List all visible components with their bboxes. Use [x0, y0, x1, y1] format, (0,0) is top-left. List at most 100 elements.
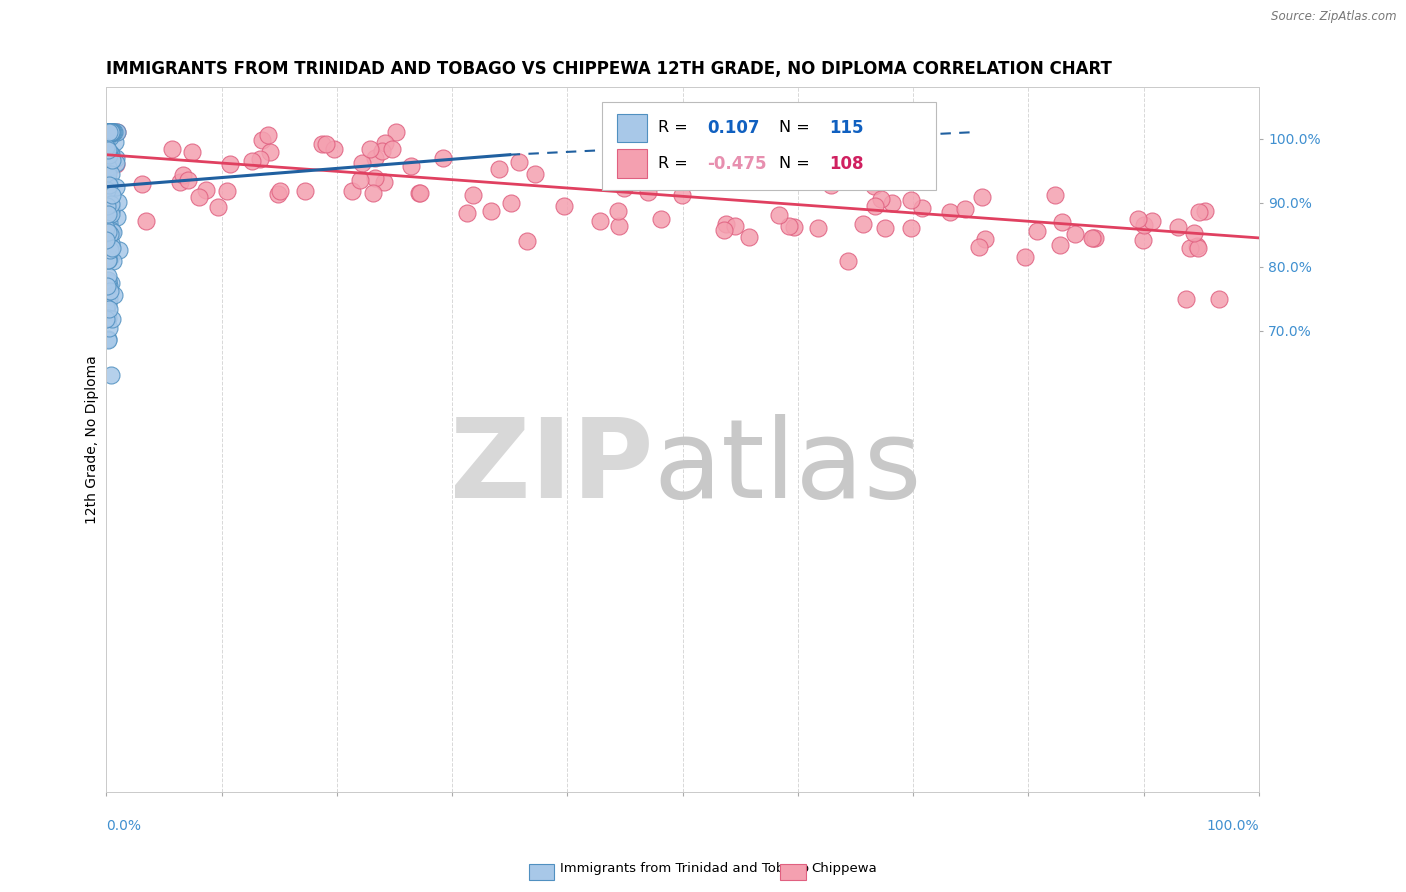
Point [778, 219, 800, 233]
Point [553, 199, 575, 213]
Point [96, 145, 118, 160]
Point [1208, 292, 1230, 306]
Point [1049, 238, 1071, 252]
Point [1167, 219, 1189, 234]
Point [1182, 226, 1205, 240]
Point [589, 213, 612, 227]
Point [96, 233, 118, 247]
Point [900, 220, 922, 235]
Point [97, 125, 120, 139]
Point [101, 153, 124, 168]
Point [105, 156, 128, 170]
Point [1043, 187, 1066, 202]
Point [863, 179, 886, 194]
Point [96, 228, 118, 243]
Point [714, 218, 737, 232]
Point [96, 157, 118, 171]
Point [97, 179, 120, 194]
Point [98, 130, 121, 145]
Point [101, 224, 124, 238]
Point [1187, 241, 1209, 255]
Point [873, 220, 896, 235]
Point [523, 167, 546, 181]
Point [97, 147, 120, 161]
Point [103, 125, 125, 139]
Text: Chippewa: Chippewa [811, 863, 877, 875]
Point [807, 221, 830, 235]
Text: 108: 108 [830, 154, 863, 172]
Point [768, 208, 790, 222]
Point [851, 217, 873, 231]
Point [104, 151, 127, 165]
Point [837, 253, 859, 268]
Point [207, 200, 229, 214]
Point [103, 288, 125, 302]
Point [607, 219, 630, 233]
Point [97, 221, 120, 235]
Point [637, 185, 659, 199]
Text: Immigrants from Trinidad and Tobago: Immigrants from Trinidad and Tobago [560, 863, 808, 875]
Point [269, 185, 291, 199]
Point [323, 142, 346, 156]
Point [870, 192, 893, 206]
Point [311, 136, 333, 151]
Point [100, 125, 122, 139]
Point [96, 311, 118, 326]
Text: Source: ZipAtlas.com: Source: ZipAtlas.com [1271, 10, 1396, 22]
Point [1063, 227, 1085, 242]
Point [100, 368, 122, 382]
Point [100, 146, 122, 161]
Text: N =: N = [779, 120, 815, 135]
Point [105, 125, 128, 139]
Point [96, 161, 118, 175]
Point [97, 125, 120, 139]
Point [162, 143, 184, 157]
Point [97, 227, 120, 241]
Point [96, 199, 118, 213]
Point [1133, 218, 1156, 232]
Point [96, 125, 118, 139]
Point [101, 241, 124, 255]
Point [508, 154, 530, 169]
Point [97, 275, 120, 289]
Point [96, 221, 118, 235]
Point [97, 332, 120, 346]
Point [973, 232, 995, 246]
Point [1081, 231, 1104, 245]
Text: N =: N = [779, 156, 815, 171]
Point [97, 273, 120, 287]
Point [97, 207, 120, 221]
Point [96, 125, 118, 139]
Point [97, 143, 120, 157]
Point [97, 301, 120, 316]
Point [180, 145, 202, 159]
Point [479, 203, 502, 218]
Point [105, 125, 128, 139]
Point [733, 125, 755, 139]
Point [96, 153, 118, 168]
Point [96, 125, 118, 139]
Point [1178, 241, 1201, 255]
Point [349, 173, 371, 187]
Point [97, 186, 120, 201]
Point [371, 144, 394, 158]
Point [96, 147, 118, 161]
Point [724, 219, 747, 233]
Point [399, 159, 422, 173]
Point [97, 229, 120, 244]
Point [98, 125, 121, 139]
Point [169, 174, 191, 188]
Point [100, 202, 122, 216]
Text: 0.107: 0.107 [707, 119, 759, 136]
Point [97, 268, 120, 283]
Point [461, 188, 484, 202]
Point [955, 202, 977, 216]
Point [613, 181, 636, 195]
Point [381, 142, 404, 156]
Point [100, 236, 122, 251]
Point [516, 234, 538, 248]
Point [108, 244, 131, 258]
Point [1026, 224, 1049, 238]
Point [97, 321, 120, 335]
Point [607, 204, 630, 219]
